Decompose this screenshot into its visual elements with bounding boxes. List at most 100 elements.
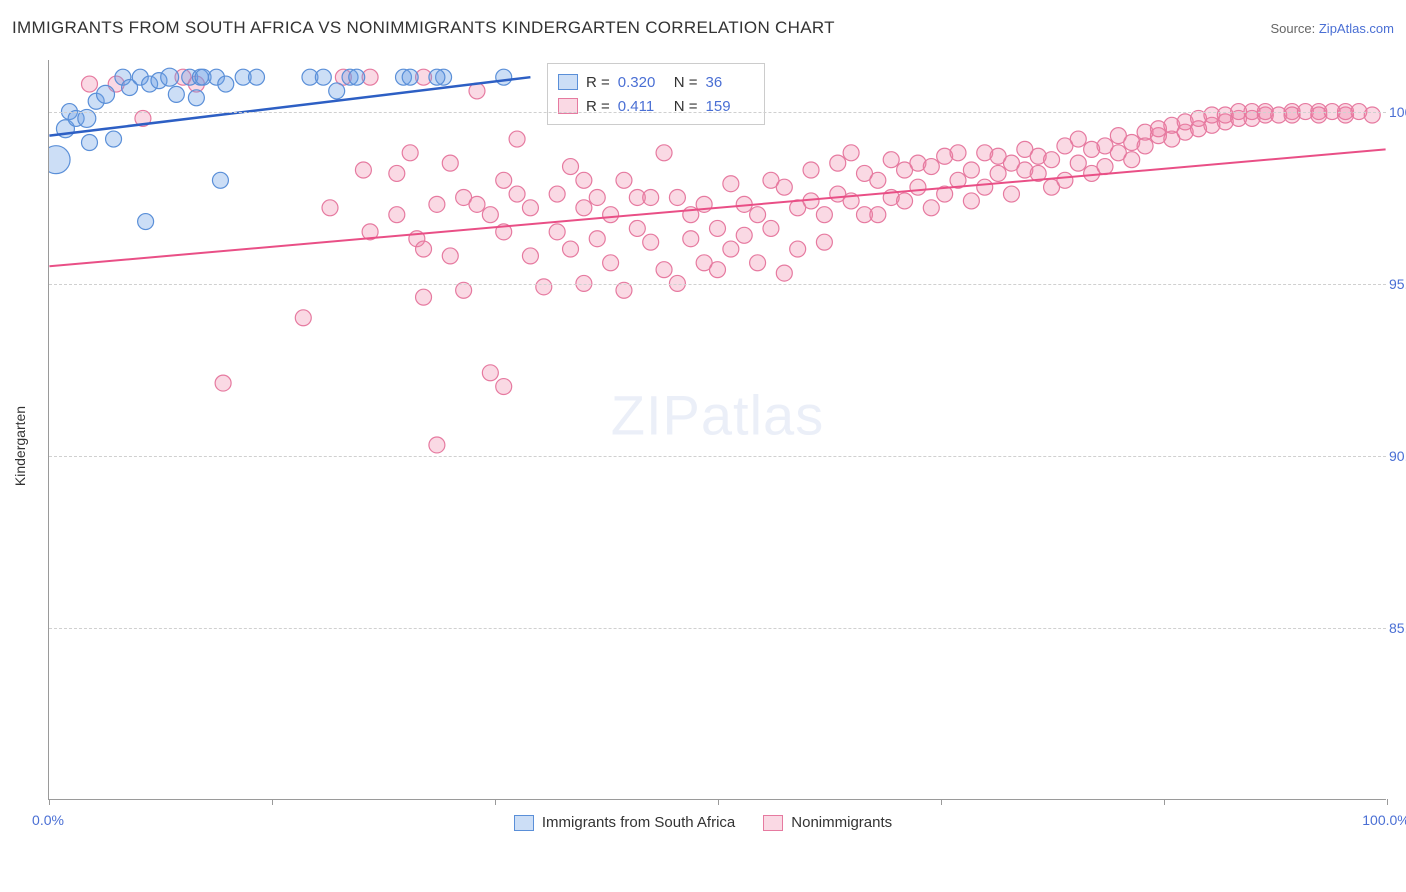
scatter-point-pink <box>429 437 445 453</box>
legend-item-blue: Immigrants from South Africa <box>514 814 735 831</box>
scatter-point-pink <box>362 224 378 240</box>
scatter-point-pink <box>750 255 766 271</box>
scatter-point-pink <box>335 69 351 85</box>
scatter-point-pink <box>710 220 726 236</box>
scatter-point-pink <box>1164 131 1180 147</box>
plot-area: ZIPatlas R = 0.320 N = 36 R = 0.411 N = … <box>48 60 1386 800</box>
scatter-point-pink <box>442 248 458 264</box>
scatter-point-pink <box>883 189 899 205</box>
scatter-point-pink <box>522 200 538 216</box>
scatter-point-pink <box>910 155 926 171</box>
scatter-point-blue <box>302 69 318 85</box>
scatter-point-pink <box>1150 121 1166 137</box>
scatter-point-pink <box>1191 121 1207 137</box>
gridline <box>49 112 1386 113</box>
y-tick-label: 100.0% <box>1389 104 1406 120</box>
scatter-point-pink <box>937 148 953 164</box>
scatter-point-pink <box>1191 110 1207 126</box>
y-tick-label: 90.0% <box>1389 448 1406 464</box>
scatter-point-pink <box>563 159 579 175</box>
scatter-point-pink <box>469 83 485 99</box>
chart-title: IMMIGRANTS FROM SOUTH AFRICA VS NONIMMIG… <box>12 18 835 38</box>
scatter-point-blue <box>402 69 418 85</box>
y-tick-label: 85.0% <box>1389 620 1406 636</box>
scatter-point-pink <box>1150 128 1166 144</box>
scatter-point-blue <box>208 69 224 85</box>
scatter-point-pink <box>1244 110 1260 126</box>
scatter-point-pink <box>416 241 432 257</box>
scatter-point-pink <box>1257 107 1273 123</box>
scatter-point-blue <box>249 69 265 85</box>
scatter-point-pink <box>1057 172 1073 188</box>
scatter-point-blue <box>496 69 512 85</box>
scatter-point-pink <box>776 265 792 281</box>
scatter-point-blue <box>97 85 115 103</box>
scatter-point-pink <box>897 193 913 209</box>
scatter-point-blue <box>56 120 74 138</box>
trend-line <box>49 77 530 135</box>
scatter-point-pink <box>1124 135 1140 151</box>
scatter-point-pink <box>710 262 726 278</box>
x-tick <box>272 799 273 805</box>
scatter-point-blue <box>168 86 184 102</box>
x-tick-label: 0.0% <box>32 812 64 828</box>
scatter-point-pink <box>576 172 592 188</box>
scatter-point-blue <box>88 93 104 109</box>
scatter-point-pink <box>923 159 939 175</box>
trend-line <box>49 149 1385 266</box>
scatter-point-pink <box>977 179 993 195</box>
scatter-point-pink <box>963 162 979 178</box>
scatter-point-pink <box>108 76 124 92</box>
scatter-point-pink <box>563 241 579 257</box>
watermark-thin: ZIP <box>611 383 701 446</box>
scatter-point-pink <box>549 186 565 202</box>
legend-item-pink: Nonimmigrants <box>763 814 892 831</box>
gridline <box>49 456 1386 457</box>
scatter-point-pink <box>1003 186 1019 202</box>
scatter-point-pink <box>870 207 886 223</box>
x-tick <box>941 799 942 805</box>
scatter-point-pink <box>1217 107 1233 123</box>
scatter-point-pink <box>696 196 712 212</box>
scatter-point-pink <box>1137 138 1153 154</box>
scatter-point-pink <box>830 155 846 171</box>
scatter-point-pink <box>416 69 432 85</box>
source-link[interactable]: ZipAtlas.com <box>1319 21 1394 36</box>
scatter-point-pink <box>1338 107 1354 123</box>
scatter-point-pink <box>188 76 204 92</box>
scatter-point-pink <box>870 172 886 188</box>
scatter-point-pink <box>362 69 378 85</box>
scatter-point-pink <box>856 207 872 223</box>
scatter-point-pink <box>389 165 405 181</box>
scatter-point-pink <box>950 172 966 188</box>
scatter-point-blue <box>436 69 452 85</box>
scatter-point-pink <box>536 279 552 295</box>
scatter-point-blue <box>106 131 122 147</box>
scatter-point-pink <box>469 196 485 212</box>
scatter-point-pink <box>1177 124 1193 140</box>
scatter-point-pink <box>910 179 926 195</box>
scatter-point-blue <box>188 90 204 106</box>
scatter-point-pink <box>409 231 425 247</box>
scatter-point-pink <box>549 224 565 240</box>
scatter-point-pink <box>897 162 913 178</box>
scatter-point-pink <box>736 227 752 243</box>
scatter-point-pink <box>683 231 699 247</box>
scatter-point-blue <box>122 80 138 96</box>
stats-r-label: R = <box>586 74 610 91</box>
scatter-point-pink <box>82 76 98 92</box>
scatter-point-pink <box>496 379 512 395</box>
source-prefix: Source: <box>1270 21 1318 36</box>
scatter-point-pink <box>1017 162 1033 178</box>
scatter-point-pink <box>790 200 806 216</box>
scatter-point-blue <box>68 110 84 126</box>
scatter-point-pink <box>1044 179 1060 195</box>
scatter-point-blue <box>235 69 251 85</box>
scatter-point-pink <box>643 189 659 205</box>
scatter-point-pink <box>456 189 472 205</box>
gridline <box>49 284 1386 285</box>
scatter-point-pink <box>616 172 632 188</box>
scatter-point-pink <box>776 179 792 195</box>
x-tick <box>49 799 50 805</box>
scatter-point-pink <box>856 165 872 181</box>
